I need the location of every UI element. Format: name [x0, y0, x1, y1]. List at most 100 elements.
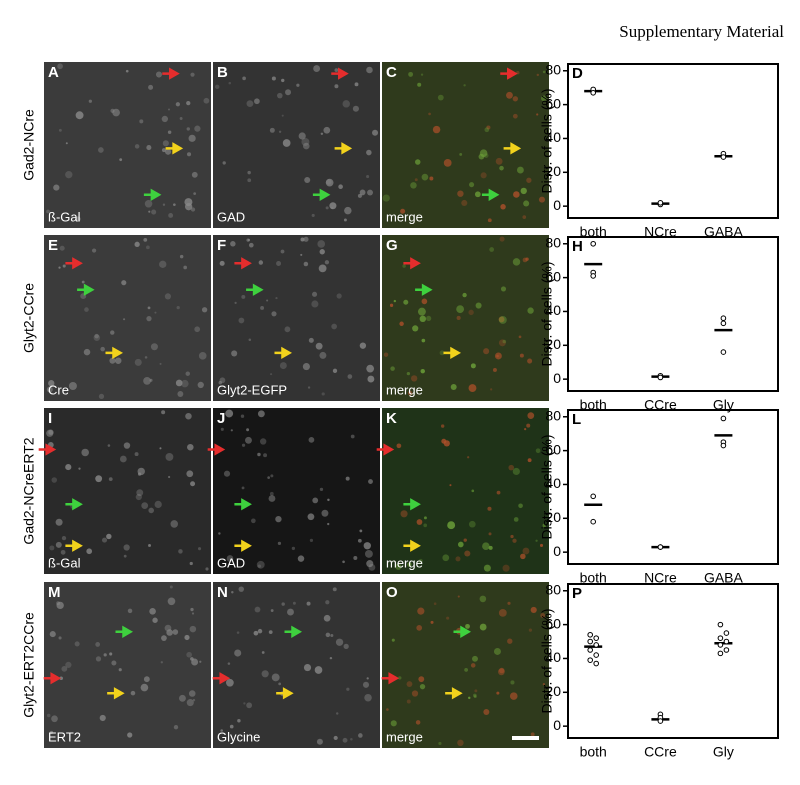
cell-speck	[526, 177, 532, 183]
data-point	[657, 544, 664, 550]
cell-speck	[240, 414, 245, 418]
cell-speck	[291, 546, 296, 551]
data-point	[720, 415, 727, 422]
arrow	[481, 188, 500, 201]
cell-speck	[246, 100, 254, 108]
cell-speck	[325, 178, 334, 187]
cell-speck	[150, 343, 158, 351]
cell-speck	[366, 149, 372, 156]
row-label: Gad2-NCre	[21, 109, 37, 181]
cell-speck	[442, 554, 450, 562]
micrograph	[213, 235, 380, 401]
cell-speck	[527, 458, 532, 463]
cell-speck	[242, 76, 246, 81]
y-tick-label: 80	[545, 581, 561, 597]
cell-speck	[51, 715, 58, 723]
cell-speck	[335, 638, 344, 646]
data-point	[720, 442, 727, 449]
cell-speck	[309, 538, 314, 542]
cell-speck	[307, 386, 311, 389]
cell-speck	[457, 595, 460, 598]
cell-speck	[268, 495, 276, 502]
cell-speck	[334, 84, 339, 89]
panel-letter: K	[386, 410, 397, 427]
cell-speck	[362, 681, 370, 688]
cell-speck	[134, 144, 140, 149]
cell-speck	[473, 693, 477, 698]
cell-speck	[281, 602, 285, 606]
arrow	[312, 188, 331, 201]
cell-speck	[456, 315, 461, 320]
cell-speck	[246, 702, 253, 709]
cell-speck	[227, 662, 231, 665]
cell-speck	[167, 108, 171, 111]
cell-speck	[222, 161, 226, 165]
cell-speck	[542, 523, 547, 528]
cell-speck	[94, 333, 99, 339]
cell-speck	[281, 114, 284, 117]
cell-speck	[114, 357, 122, 364]
cell-speck	[176, 306, 180, 310]
cell-speck	[406, 681, 413, 687]
cell-speck	[450, 384, 457, 390]
cell-speck	[483, 153, 489, 158]
cell-speck	[188, 134, 196, 142]
cell-speck	[393, 299, 397, 303]
cell-speck	[542, 70, 546, 74]
arrow	[445, 687, 463, 700]
cell-speck	[278, 130, 282, 133]
cell-speck	[185, 371, 190, 376]
arrow	[403, 498, 421, 511]
cell-speck	[251, 518, 256, 524]
arrow	[212, 672, 231, 685]
cell-speck	[166, 629, 173, 636]
cell-speck	[443, 159, 452, 167]
cell-speck	[459, 152, 463, 156]
cell-speck	[415, 720, 421, 725]
cell-speck	[194, 125, 201, 132]
y-tick-label: 40	[545, 649, 561, 665]
cell-speck	[241, 443, 246, 447]
cell-speck	[464, 668, 469, 672]
y-tick-label: 20	[545, 683, 561, 699]
panel-label: Glycine	[217, 729, 260, 744]
cell-speck	[313, 65, 321, 72]
cell-speck	[229, 724, 234, 729]
row-label: Gad2-NCreERT2	[21, 437, 37, 544]
y-tick-label: 0	[553, 717, 561, 733]
cell-speck	[302, 362, 310, 371]
cell-speck	[527, 412, 535, 419]
cell-speck	[420, 73, 424, 76]
cell-speck	[486, 125, 491, 130]
cell-speck	[440, 424, 445, 428]
cell-speck	[168, 212, 174, 218]
cell-speck	[512, 258, 521, 266]
cell-speck	[161, 635, 167, 642]
cell-speck	[366, 66, 373, 74]
cell-speck	[358, 733, 363, 738]
cell-speck	[303, 142, 310, 150]
cell-speck	[55, 518, 63, 526]
plot-frame	[567, 236, 779, 392]
cell-speck	[536, 73, 540, 77]
y-axis-label: Distr. of cells (%)	[539, 434, 555, 539]
cell-speck	[495, 157, 503, 165]
cell-speck	[403, 299, 409, 305]
cell-speck	[234, 301, 237, 304]
cell-speck	[472, 655, 478, 662]
cell-speck	[191, 658, 199, 666]
cell-speck	[336, 293, 342, 299]
cell-speck	[334, 68, 339, 73]
cell-speck	[475, 302, 482, 309]
cell-speck	[123, 318, 126, 321]
row-label: Glyt2-ERT2CCre	[21, 612, 37, 718]
arrow	[105, 346, 123, 360]
cell-speck	[540, 613, 546, 618]
data-point	[657, 718, 664, 724]
cell-speck	[406, 699, 411, 704]
y-tick-label: 40	[545, 129, 561, 145]
cell-speck	[191, 171, 198, 178]
cell-speck	[512, 113, 518, 119]
cell-speck	[502, 564, 510, 572]
cell-speck	[161, 148, 166, 153]
